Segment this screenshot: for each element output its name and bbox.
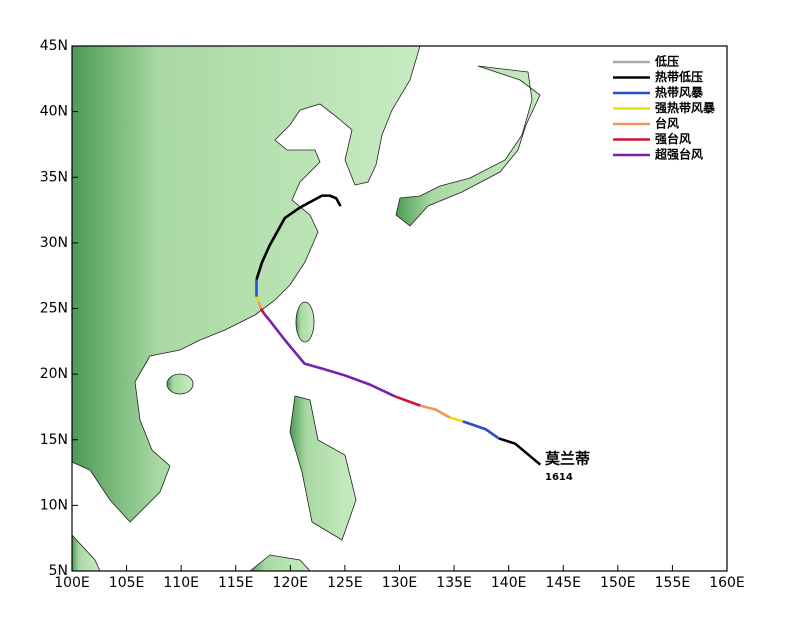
x-tick-label: 130E <box>382 575 418 591</box>
legend-label: 低压 <box>654 54 679 69</box>
x-tick-label: 105E <box>109 575 145 591</box>
legend-label: 热带风暴 <box>655 85 704 100</box>
track-segment <box>498 437 542 466</box>
land <box>72 46 541 571</box>
storm-id: 1614 <box>545 472 573 483</box>
track-segment <box>259 307 266 315</box>
legend-label: 超强台风 <box>654 147 703 162</box>
track-segment <box>255 296 260 303</box>
track-segment <box>263 312 396 398</box>
legend-label: 强热带风暴 <box>655 100 716 115</box>
x-tick-label: 160E <box>709 575 745 591</box>
y-tick-label: 20N <box>40 366 68 382</box>
legend-label: 热带低压 <box>655 69 703 84</box>
y-tick-label: 30N <box>40 235 68 251</box>
y-tick-label: 5N <box>49 563 68 579</box>
track-segment <box>257 301 263 309</box>
legend-label: 台风 <box>655 116 679 131</box>
track-segment <box>462 420 500 440</box>
y-tick-label: 40N <box>40 104 68 120</box>
x-tick-label: 135E <box>436 575 472 591</box>
track-segment <box>255 194 342 281</box>
x-tick-label: 155E <box>655 575 691 591</box>
x-tick-label: 140E <box>491 575 527 591</box>
y-tick-label: 45N <box>40 38 68 54</box>
track-segment <box>394 395 421 407</box>
legend-label: 强台风 <box>655 131 691 146</box>
y-tick-label: 35N <box>40 169 68 185</box>
x-tick-label: 120E <box>273 575 309 591</box>
y-tick-label: 25N <box>40 301 68 317</box>
x-tick-label: 115E <box>218 575 254 591</box>
x-tick-label: 125E <box>327 575 363 591</box>
y-tick-label: 15N <box>40 432 68 448</box>
storm-name: 莫兰蒂 <box>545 450 590 468</box>
y-tick-label: 10N <box>40 497 68 513</box>
track-segment <box>419 404 451 419</box>
track-segment <box>449 416 464 423</box>
x-tick-label: 145E <box>545 575 581 591</box>
x-tick-label: 100E <box>54 575 90 591</box>
x-tick-label: 150E <box>600 575 636 591</box>
x-tick-label: 110E <box>163 575 199 591</box>
